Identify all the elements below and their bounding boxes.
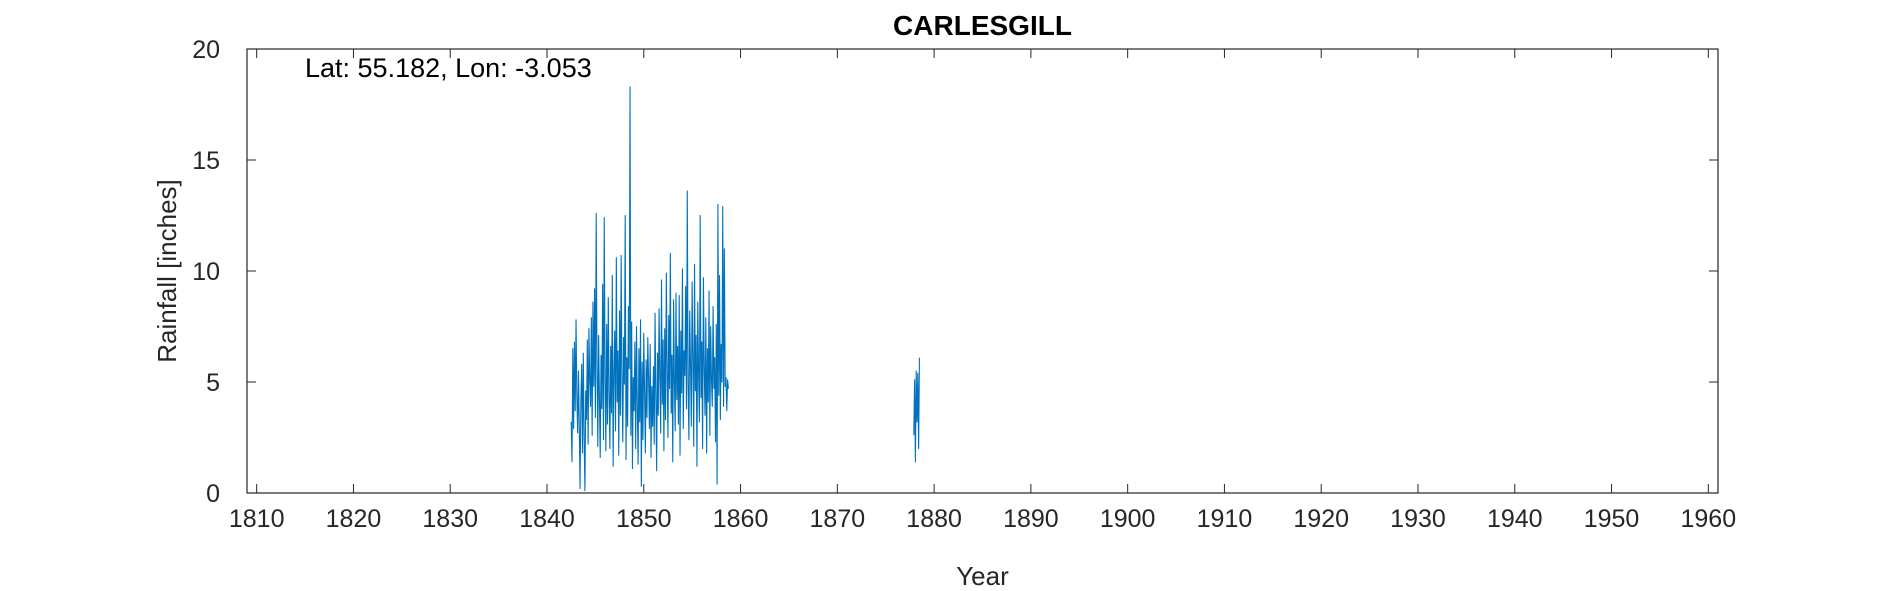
x-axis-label: Year xyxy=(956,561,1009,591)
y-tick-label: 20 xyxy=(192,36,220,64)
x-tick-label: 1930 xyxy=(1390,505,1446,533)
x-tick-label: 1880 xyxy=(906,505,962,533)
chart-title: CARLESGILL xyxy=(893,10,1072,41)
x-tick-label: 1960 xyxy=(1681,505,1737,533)
x-tick-label: 1850 xyxy=(616,505,672,533)
y-tick-label: 0 xyxy=(206,480,220,508)
series-rainfall xyxy=(570,86,920,492)
x-tick-label: 1810 xyxy=(229,505,285,533)
x-tick-label: 1900 xyxy=(1100,505,1156,533)
x-tick-label: 1950 xyxy=(1584,505,1640,533)
plot-area xyxy=(247,49,1718,493)
x-tick-label: 1940 xyxy=(1487,505,1543,533)
x-tick-label: 1860 xyxy=(713,505,769,533)
axes-box xyxy=(246,48,1719,494)
series-line xyxy=(570,86,729,492)
x-tick-label: 1870 xyxy=(810,505,866,533)
x-tick-label: 1840 xyxy=(519,505,575,533)
axis-ticks xyxy=(247,48,1718,494)
x-tick-label: 1820 xyxy=(326,505,382,533)
x-tick-label: 1830 xyxy=(422,505,478,533)
location-annotation: Lat: 55.182, Lon: -3.053 xyxy=(305,53,592,83)
y-tick-labels: 0 5 10 15 20 xyxy=(192,36,220,508)
y-axis-label: Rainfall [inches] xyxy=(152,179,182,363)
y-tick-label: 10 xyxy=(192,258,220,286)
x-tick-label: 1890 xyxy=(1003,505,1059,533)
x-tick-label: 1910 xyxy=(1197,505,1253,533)
y-tick-label: 15 xyxy=(192,147,220,175)
series-line xyxy=(913,357,920,463)
x-tick-label: 1920 xyxy=(1293,505,1349,533)
x-tick-labels: 1810 1820 1830 1840 1850 1860 1870 1880 1890 1900… xyxy=(229,505,1736,533)
y-tick-label: 5 xyxy=(206,369,220,397)
